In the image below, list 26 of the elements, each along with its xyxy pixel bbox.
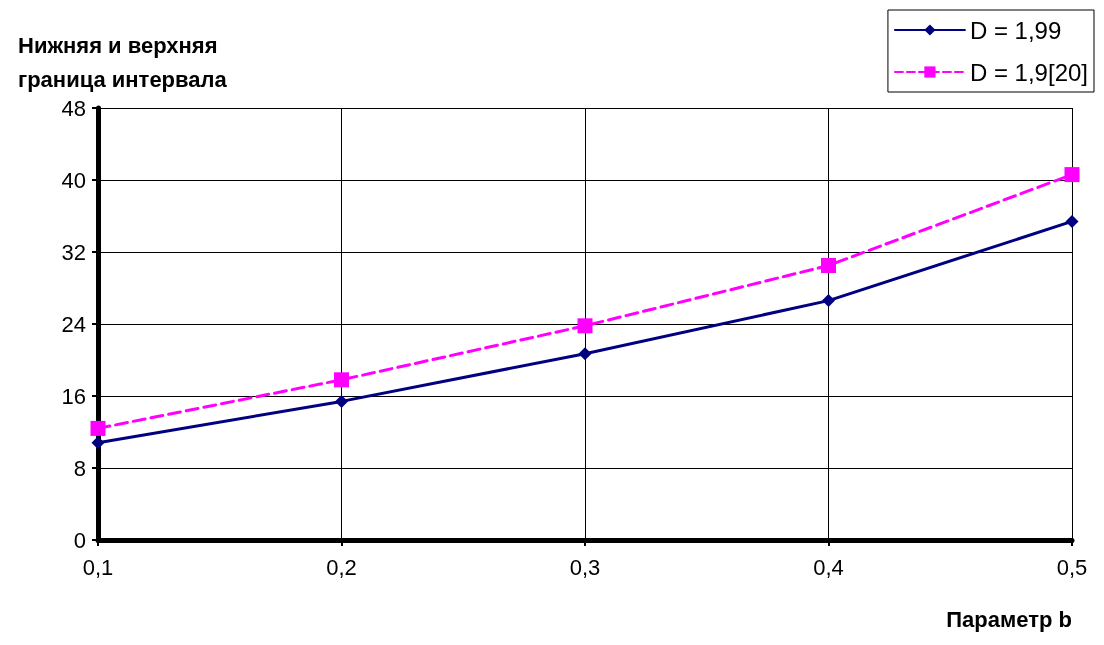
y-tick-label: 24	[61, 311, 86, 337]
point	[577, 318, 593, 334]
point	[821, 258, 836, 273]
point	[334, 372, 349, 388]
point	[578, 347, 592, 361]
point	[335, 394, 348, 408]
legend-label: D = 1,9[20]	[969, 58, 1088, 86]
y-tick-label: 48	[61, 95, 86, 121]
y-tick-label: 32	[61, 239, 86, 265]
point	[1065, 214, 1079, 228]
y-tick-label: 40	[61, 167, 86, 193]
x-tick-label: 0,5	[1056, 554, 1088, 580]
y-tick-label: 8	[73, 455, 86, 481]
y-tick-label: 16	[61, 383, 86, 409]
x-axis-title: Параметр b	[946, 606, 1072, 632]
x-tick-label: 0,4	[813, 554, 844, 580]
x-tick-label: 0,2	[326, 554, 357, 580]
x-tick-label: 0,3	[569, 554, 601, 580]
point	[822, 294, 835, 308]
y-axis-title: Нижняя и верхняя граница интервала	[18, 32, 228, 92]
legend-label: D = 1,99	[969, 16, 1062, 44]
y-tick-label: 0	[73, 527, 86, 553]
point	[90, 420, 106, 436]
x-tick-label: 0,1	[82, 554, 114, 580]
point	[1064, 167, 1080, 183]
point	[91, 436, 105, 450]
